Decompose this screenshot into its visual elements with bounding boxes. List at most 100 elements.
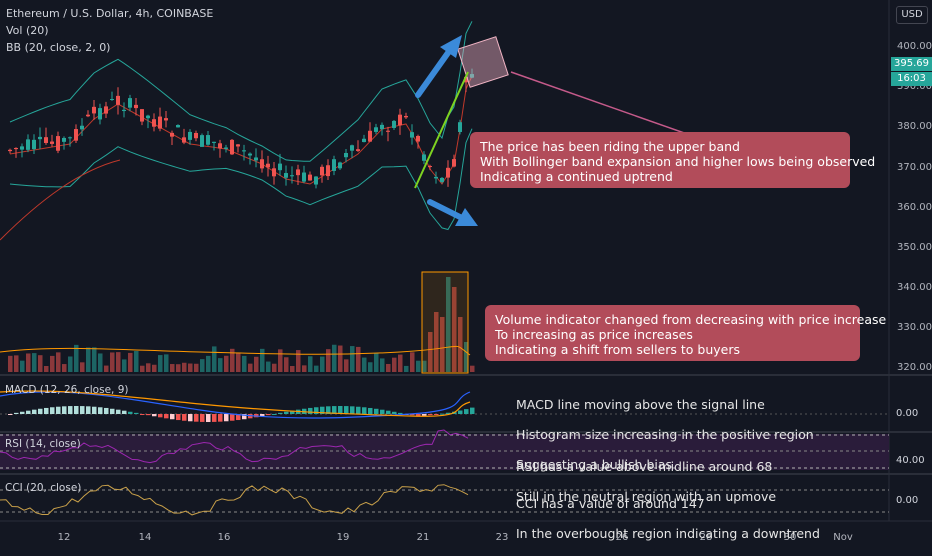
macd-histogram-bar	[8, 414, 13, 415]
bollinger-legend[interactable]: BB (20, close, 2, 0)	[6, 41, 111, 54]
candle-body	[86, 114, 90, 117]
candle-body	[380, 124, 384, 130]
candle-body	[26, 139, 30, 150]
candle-body	[14, 147, 18, 150]
candle-body	[278, 163, 282, 171]
macd-histogram-bar	[392, 411, 397, 414]
candle-body	[308, 174, 312, 181]
candle-body	[188, 131, 192, 140]
volume-bar	[386, 363, 391, 372]
volume-bar	[182, 362, 187, 372]
macd-histogram-bar	[152, 414, 157, 417]
volume-bar	[152, 364, 157, 372]
macd-histogram-bar	[170, 414, 175, 420]
macd-histogram-bar	[80, 406, 85, 414]
macd-histogram-bar	[32, 409, 37, 414]
volume-bar	[260, 348, 265, 372]
cci-label[interactable]: CCI (20, close)	[5, 482, 82, 494]
signal-line	[0, 390, 471, 417]
candle-body	[170, 132, 174, 137]
candle-body	[134, 104, 138, 109]
rsi-label[interactable]: RSI (14, close)	[5, 438, 81, 450]
volume-bar	[254, 356, 259, 372]
callout-line-3: Indicating a continued uptrend	[480, 169, 673, 184]
macd-histogram-bar	[224, 414, 229, 422]
macd-histogram-bar	[182, 414, 187, 421]
macd-note-line: Histogram size increasing in the positiv…	[516, 427, 814, 442]
currency-button[interactable]: USD	[896, 6, 928, 24]
volume-bar	[368, 362, 373, 372]
candle-body	[398, 114, 402, 126]
macd-histogram-bar	[368, 407, 373, 414]
candle-body	[236, 144, 240, 147]
candle-body	[272, 168, 276, 177]
candle-body	[44, 137, 48, 143]
volume-bar	[302, 365, 307, 372]
price-tick-label: 330.00	[897, 322, 932, 333]
cci-indicator	[0, 484, 469, 516]
macd-histogram-bar	[458, 410, 463, 414]
volume-bar	[206, 355, 211, 372]
macd-histogram-bar	[194, 414, 199, 422]
rsi-note-line: RSI has a value above midline around 68	[516, 459, 773, 474]
symbol-title[interactable]: Ethereum / U.S. Dollar, 4h, COINBASE	[6, 7, 214, 20]
volume-bar	[422, 360, 427, 372]
price-tick-label: 400.00	[897, 41, 932, 52]
macd-histogram-bar	[374, 408, 379, 414]
candle-body	[386, 130, 390, 132]
macd-histogram-bar	[314, 407, 319, 414]
candle-body	[98, 108, 102, 120]
price-axis: 400.00 390.00 380.00 370.00 360.00 350.00 340.…	[897, 41, 932, 373]
volume-bars	[0, 277, 475, 372]
volume-bar	[140, 365, 145, 372]
time-axis: 12 14 16 19 21 23 26 28 30 Nov	[58, 532, 853, 543]
macd-histogram-bar	[338, 406, 343, 414]
volume-bar	[170, 364, 175, 372]
candle-body	[260, 159, 264, 169]
volume-bar	[458, 317, 463, 372]
candle-body	[290, 175, 294, 177]
candle-body	[368, 130, 372, 142]
macd-histogram-bar	[332, 406, 337, 414]
volume-bar	[314, 365, 319, 372]
volume-bar	[344, 359, 349, 372]
time-tick-label: 21	[417, 532, 430, 543]
volume-bar	[404, 365, 409, 372]
macd-histogram-bar	[110, 408, 115, 414]
macd-histogram-bar	[446, 412, 451, 414]
candle-body	[128, 98, 132, 108]
volume-bar	[308, 356, 313, 372]
price-highlight-box	[457, 36, 509, 88]
time-tick-label: 16	[218, 532, 231, 543]
volume-bar	[224, 355, 229, 372]
candle-body	[242, 150, 246, 152]
cci-line	[0, 484, 469, 516]
macd-histogram-bar	[86, 406, 91, 414]
volume-bar	[266, 361, 271, 372]
macd-histogram-bar	[74, 406, 79, 414]
macd-histogram-bar	[344, 406, 349, 414]
candle-body	[350, 145, 354, 151]
candle-body	[230, 139, 234, 155]
candle-body	[356, 149, 360, 151]
candle-body	[446, 167, 450, 178]
candle-body	[284, 173, 288, 178]
time-tick-label: 28	[700, 532, 713, 543]
candle-body	[434, 176, 438, 179]
volume-bar	[86, 347, 91, 372]
volume-bar	[74, 344, 79, 372]
macd-histogram-bar	[290, 410, 295, 414]
time-tick-label: Nov	[833, 532, 853, 543]
macd-histogram-bar	[278, 412, 283, 414]
volume-bar	[104, 365, 109, 372]
macd-histogram-bar	[266, 414, 271, 416]
volume-legend[interactable]: Vol (20)	[6, 24, 49, 37]
volume-bar	[392, 357, 397, 372]
candlesticks	[8, 68, 474, 189]
volume-bar	[356, 346, 361, 372]
volume-bar	[326, 349, 331, 372]
candle-body	[422, 154, 426, 161]
macd-label[interactable]: MACD (12, 26, close, 9)	[5, 384, 129, 396]
